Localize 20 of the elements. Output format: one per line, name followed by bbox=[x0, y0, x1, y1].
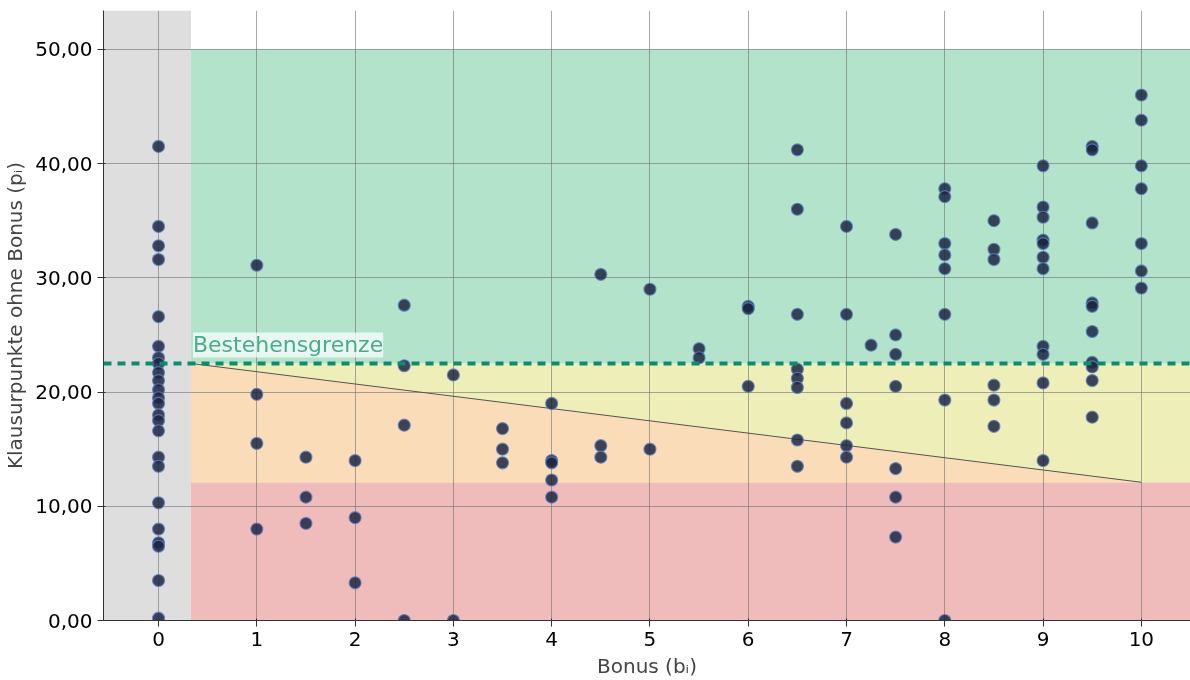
x-tick-label: 2 bbox=[348, 626, 362, 651]
x-tick-label: 10 bbox=[1128, 626, 1155, 651]
y-tick-label: 0,00 bbox=[47, 608, 93, 633]
x-tick-label: 7 bbox=[840, 626, 853, 651]
x-tick-label: 0 bbox=[152, 626, 165, 651]
y-tick-label: 20,00 bbox=[35, 380, 93, 405]
x-axis-title: Bonus (bᵢ) bbox=[597, 653, 697, 678]
ref-line-label: Bestehensgrenze bbox=[192, 332, 384, 358]
x-tick-label: 6 bbox=[741, 626, 755, 651]
x-tick-label: 8 bbox=[938, 626, 952, 651]
y-tick-label: 40,00 bbox=[35, 151, 93, 176]
x-tick-label: 9 bbox=[1036, 626, 1050, 651]
x-tick-label: 4 bbox=[545, 626, 559, 651]
y-tick-label: 10,00 bbox=[35, 494, 93, 519]
x-tick-label: 5 bbox=[643, 626, 657, 651]
y-tick-label: 50,00 bbox=[35, 37, 93, 62]
x-tick-label: 3 bbox=[447, 626, 460, 651]
y-axis-title: Klausurpunkte ohne Bonus (pᵢ) bbox=[3, 161, 28, 470]
x-tick-label: 1 bbox=[250, 626, 264, 651]
y-tick-label: 30,00 bbox=[35, 265, 93, 290]
